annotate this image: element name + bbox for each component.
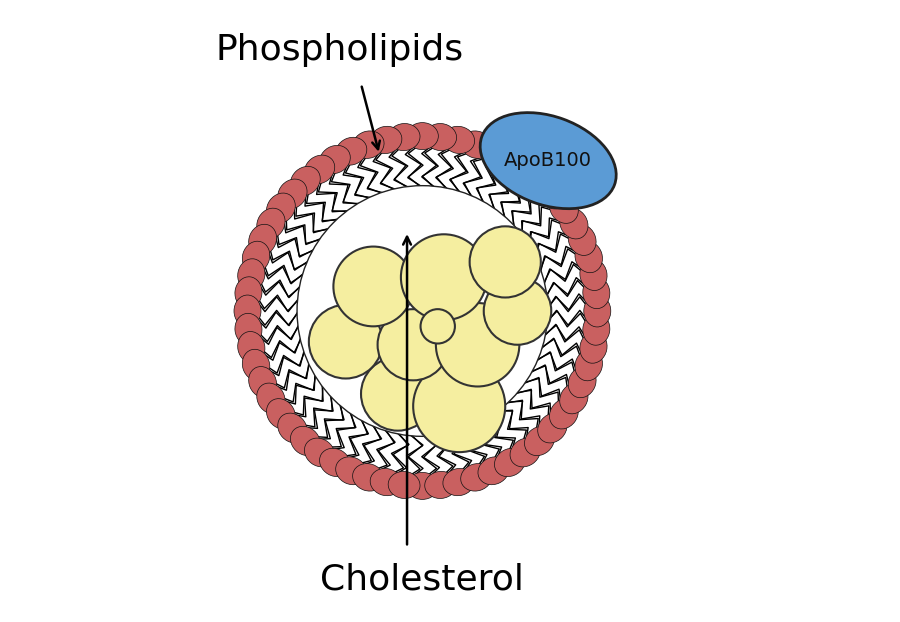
Ellipse shape <box>370 468 402 496</box>
Ellipse shape <box>470 226 541 297</box>
Ellipse shape <box>336 137 367 165</box>
Ellipse shape <box>407 472 438 499</box>
Ellipse shape <box>388 471 420 498</box>
Ellipse shape <box>413 360 505 452</box>
Ellipse shape <box>550 193 579 223</box>
Ellipse shape <box>425 124 456 151</box>
Ellipse shape <box>484 277 552 345</box>
Ellipse shape <box>353 131 384 159</box>
Ellipse shape <box>584 295 611 327</box>
Ellipse shape <box>248 225 276 256</box>
Ellipse shape <box>266 399 295 429</box>
Ellipse shape <box>297 185 548 437</box>
Ellipse shape <box>494 146 526 174</box>
Ellipse shape <box>575 241 602 272</box>
Ellipse shape <box>420 309 454 343</box>
Ellipse shape <box>580 332 608 363</box>
Ellipse shape <box>227 112 617 510</box>
Ellipse shape <box>361 357 435 430</box>
Text: Cholesterol: Cholesterol <box>320 563 525 596</box>
Ellipse shape <box>304 155 335 184</box>
Ellipse shape <box>309 305 382 379</box>
Ellipse shape <box>238 259 265 290</box>
Ellipse shape <box>436 303 519 386</box>
Ellipse shape <box>575 350 602 381</box>
Ellipse shape <box>510 155 540 184</box>
Ellipse shape <box>242 350 270 381</box>
Ellipse shape <box>238 332 265 363</box>
Ellipse shape <box>510 438 540 467</box>
Ellipse shape <box>461 463 492 491</box>
Ellipse shape <box>580 259 608 290</box>
Ellipse shape <box>235 313 262 345</box>
Ellipse shape <box>235 277 262 309</box>
Ellipse shape <box>278 179 307 209</box>
Ellipse shape <box>291 426 320 456</box>
Ellipse shape <box>568 366 596 397</box>
Ellipse shape <box>291 166 320 196</box>
Ellipse shape <box>537 413 567 443</box>
Ellipse shape <box>353 463 384 491</box>
Ellipse shape <box>266 193 295 223</box>
Ellipse shape <box>461 131 492 159</box>
Text: ApoB100: ApoB100 <box>504 151 592 170</box>
Ellipse shape <box>478 457 509 485</box>
Ellipse shape <box>378 309 449 380</box>
Ellipse shape <box>248 366 276 397</box>
Ellipse shape <box>234 295 261 327</box>
Ellipse shape <box>388 124 420 151</box>
Ellipse shape <box>568 225 596 256</box>
Ellipse shape <box>583 277 610 309</box>
Ellipse shape <box>537 179 567 209</box>
Ellipse shape <box>320 448 350 476</box>
Ellipse shape <box>478 137 509 165</box>
Ellipse shape <box>443 126 474 154</box>
Ellipse shape <box>525 426 554 456</box>
Ellipse shape <box>256 383 285 414</box>
Ellipse shape <box>525 166 554 196</box>
Ellipse shape <box>425 471 456 498</box>
Ellipse shape <box>278 413 307 443</box>
Ellipse shape <box>256 208 285 239</box>
Ellipse shape <box>336 457 367 485</box>
Ellipse shape <box>333 246 413 327</box>
Ellipse shape <box>407 123 438 150</box>
Ellipse shape <box>583 313 610 345</box>
Ellipse shape <box>304 438 335 467</box>
Text: Phospholipids: Phospholipids <box>215 33 464 67</box>
Ellipse shape <box>494 448 526 476</box>
Ellipse shape <box>443 468 474 496</box>
Ellipse shape <box>320 146 350 174</box>
Ellipse shape <box>560 208 588 239</box>
Ellipse shape <box>560 383 588 414</box>
Ellipse shape <box>370 126 402 154</box>
Ellipse shape <box>481 113 616 208</box>
Ellipse shape <box>550 399 579 429</box>
Ellipse shape <box>242 241 270 272</box>
Ellipse shape <box>400 234 487 320</box>
